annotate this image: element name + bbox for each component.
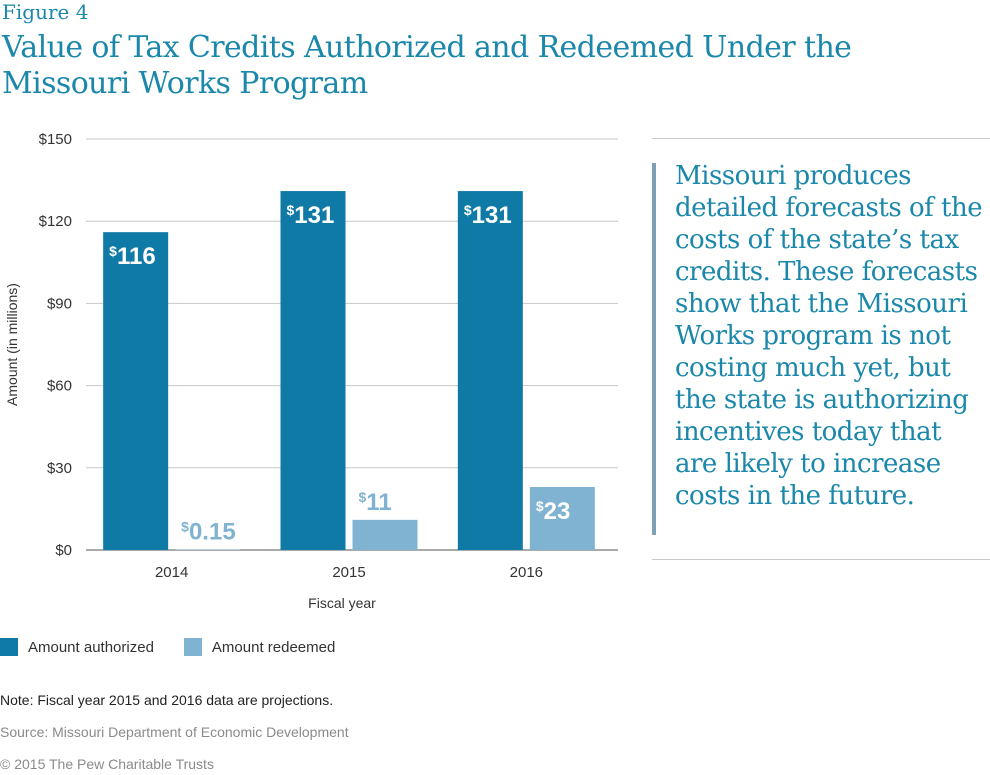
legend-item-redeemed: Amount redeemed: [183, 638, 336, 656]
sidebar-bottom-rule: [652, 559, 990, 560]
chart-note: Note: Fiscal year 2015 and 2016 data are…: [0, 692, 334, 708]
y-tick-label: $90: [47, 295, 72, 312]
legend-label-authorized: Amount authorized: [28, 638, 154, 656]
chart-legend: Amount authorized Amount redeemed: [0, 638, 365, 656]
data-label: $131: [464, 202, 512, 229]
sidebar-top-rule: [652, 138, 990, 139]
bar: [280, 191, 346, 550]
y-axis-label: Amount (in millions): [4, 283, 20, 406]
x-tick-label: 2016: [510, 564, 543, 581]
data-label: $23: [536, 498, 571, 525]
legend-label-redeemed: Amount redeemed: [211, 638, 336, 656]
bar: [457, 191, 523, 550]
figure-label: Figure 4: [2, 0, 89, 24]
data-label: $116: [109, 243, 156, 270]
bar: [352, 519, 418, 550]
y-tick-label: $60: [47, 378, 72, 395]
chart-title: Value of Tax Credits Authorized and Rede…: [2, 30, 852, 101]
copyright: © 2015 The Pew Charitable Trusts: [0, 756, 214, 772]
chart-source: Source: Missouri Department of Economic …: [0, 724, 349, 740]
legend-swatch-authorized: [0, 638, 18, 656]
y-tick-label: $30: [47, 460, 72, 477]
sidebar-quote-bar: [652, 163, 656, 535]
legend-item-authorized: Amount authorized: [0, 638, 154, 656]
legend-swatch-redeemed: [183, 638, 202, 656]
y-tick-label: $150: [39, 131, 72, 148]
y-tick-label: $0: [55, 542, 72, 559]
data-label: $0.15: [181, 519, 236, 546]
data-label: $131: [287, 202, 335, 229]
sidebar-text: Missouri produces detailed forecasts of …: [675, 161, 983, 511]
bar-chart: $0 $30 $60 $90 $120 $150 Amount (in millions) 2…: [4, 131, 618, 611]
bar: [529, 486, 595, 550]
x-axis-label: Fiscal year: [308, 595, 376, 611]
x-tick-label: 2015: [332, 564, 365, 581]
x-tick-label: 2014: [155, 564, 188, 581]
bar: [103, 232, 169, 550]
y-tick-label: $120: [39, 213, 72, 230]
data-label: $11: [359, 489, 392, 516]
